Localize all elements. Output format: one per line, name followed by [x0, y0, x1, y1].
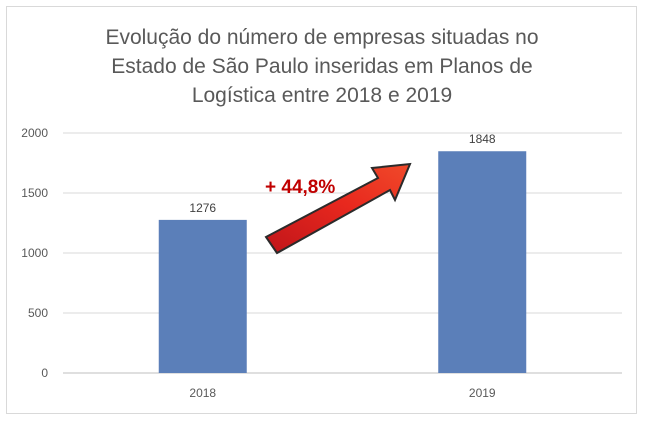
growth-arrow-shape	[264, 162, 412, 255]
growth-annotation: + 44,8%	[265, 177, 335, 198]
chart-title-line-3: Logística entre 2018 e 2019	[192, 84, 452, 107]
x-tick-label-2018: 2018	[189, 386, 216, 400]
data-labels: 1276 1848	[189, 132, 496, 215]
y-tick-label-500: 500	[28, 306, 48, 320]
data-label-2018: 1276	[189, 201, 216, 215]
y-axis-tick-labels: 0 500 1000 1500 2000	[21, 126, 48, 380]
chart-title: Evolução do número de empresas situadas …	[105, 26, 538, 107]
chart-title-line-1: Evolução do número de empresas situadas …	[105, 26, 538, 49]
data-label-2019: 1848	[469, 132, 496, 146]
gridlines	[63, 132, 622, 374]
bars	[158, 151, 527, 373]
x-axis-tick-labels: 2018 2019	[189, 386, 496, 400]
y-tick-label-1000: 1000	[21, 246, 48, 260]
bar-2019	[438, 151, 527, 373]
x-tick-label-2019: 2019	[469, 386, 496, 400]
y-tick-label-2000: 2000	[21, 126, 48, 140]
growth-arrow	[264, 162, 412, 255]
chart-title-line-2: Estado de São Paulo inseridas em Planos …	[111, 55, 532, 78]
y-tick-label-0: 0	[41, 366, 48, 380]
y-tick-label-1500: 1500	[21, 186, 48, 200]
bar-2018	[158, 219, 247, 373]
